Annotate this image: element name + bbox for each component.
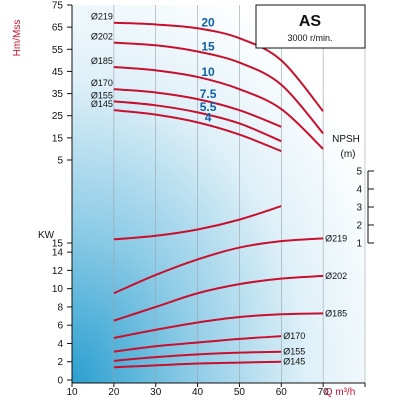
flow-tick-label: 40 [192, 387, 204, 398]
power-tick-label: 12 [52, 266, 64, 277]
npsh-tick-label: 4 [356, 185, 362, 196]
head-curve-5 [113, 109, 282, 153]
head-curve-0 [113, 21, 324, 112]
power-curve-diameter-label: Ø202 [325, 271, 347, 281]
head-curve-diameter-label: Ø202 [91, 32, 113, 42]
npsh-tick-label: 2 [356, 221, 362, 232]
head-curve-diameter-label: Ø145 [91, 99, 113, 109]
flow-tick-label: 60 [276, 387, 288, 398]
power-curve-3 [113, 335, 282, 353]
head-curve-power-label: 7.5 [200, 87, 217, 101]
npsh-axis-title: NPSH [332, 134, 360, 145]
flow-tick-label: 10 [66, 387, 78, 398]
power-curve-diameter-label: Ø219 [325, 233, 347, 243]
labels: Ø219 20 Ø202 15 Ø185 10 Ø170 7.5 Ø155 5.5 Ø145 4 Ø21… [91, 12, 347, 367]
power-curve-diameter-label: Ø145 [283, 357, 305, 367]
power-tick-label: 0 [57, 376, 63, 387]
model-box [255, 4, 366, 49]
flow-axis-title: Q m³/h [325, 387, 356, 398]
npsh-tick-label: 3 [356, 203, 362, 214]
head-curve-diameter-label: Ø170 [91, 78, 113, 88]
power-curve-4 [113, 350, 282, 362]
power-curve-2 [113, 312, 324, 339]
head-tick-label: 55 [52, 45, 64, 56]
power-curve-diameter-label: Ø185 [325, 308, 347, 318]
head-tick-label: 65 [52, 23, 64, 34]
head-curve-diameter-label: Ø219 [91, 12, 113, 22]
model-speed: 3000 r/min. [287, 33, 332, 43]
power-tick-label: 8 [57, 302, 63, 313]
power-tick-label: 10 [52, 284, 64, 295]
head-curve-diameter-label: Ø155 [91, 90, 113, 100]
curves [113, 21, 324, 369]
head-tick-label: 15 [52, 133, 64, 144]
power-tick-label: 15 [52, 239, 64, 250]
flow-tick-label: 30 [150, 387, 162, 398]
plot-background [72, 5, 365, 383]
power-axis-title: KW [38, 230, 55, 241]
head-curve-power-label: 20 [201, 16, 215, 30]
head-tick-label: 5 [57, 156, 63, 167]
flow-tick-label: 70 [318, 387, 330, 398]
head-tick-label: 45 [52, 67, 64, 78]
head-curve-power-label: 5.5 [200, 100, 217, 114]
power-tick-label: 6 [57, 321, 63, 332]
npsh-tick-label: 1 [356, 239, 362, 250]
power-curve-1 [113, 274, 324, 322]
head-curve-2 [113, 66, 324, 150]
npsh-curve [113, 205, 282, 241]
head-curve-power-label: 10 [201, 65, 215, 79]
head-curve-diameter-label: Ø185 [91, 56, 113, 66]
head-axis-title: Hm/Mss [12, 20, 23, 57]
head-tick-label: 75 [52, 1, 64, 12]
power-curve-5 [113, 360, 282, 369]
head-tick-label: 25 [52, 111, 64, 122]
power-curve-0 [113, 237, 324, 295]
flow-tick-label: 50 [234, 387, 246, 398]
power-tick-label: 4 [57, 339, 63, 350]
head-tick-label: 35 [52, 89, 64, 100]
npsh-axis-unit: (m) [341, 149, 356, 160]
power-curve-diameter-label: Ø170 [283, 331, 305, 341]
head-curve-4 [113, 100, 282, 143]
model-title: AS [299, 13, 322, 30]
power-tick-label: 2 [57, 357, 63, 368]
npsh-tick-label: 5 [356, 167, 362, 178]
flow-tick-label: 20 [108, 387, 120, 398]
head-curve-power-label: 15 [201, 39, 215, 53]
head-curve-1 [113, 41, 324, 135]
head-curve-power-label: 4 [205, 110, 212, 124]
power-tick-label: 14 [52, 248, 64, 259]
head-curve-3 [113, 88, 282, 128]
power-curve-diameter-label: Ø155 [283, 347, 305, 357]
